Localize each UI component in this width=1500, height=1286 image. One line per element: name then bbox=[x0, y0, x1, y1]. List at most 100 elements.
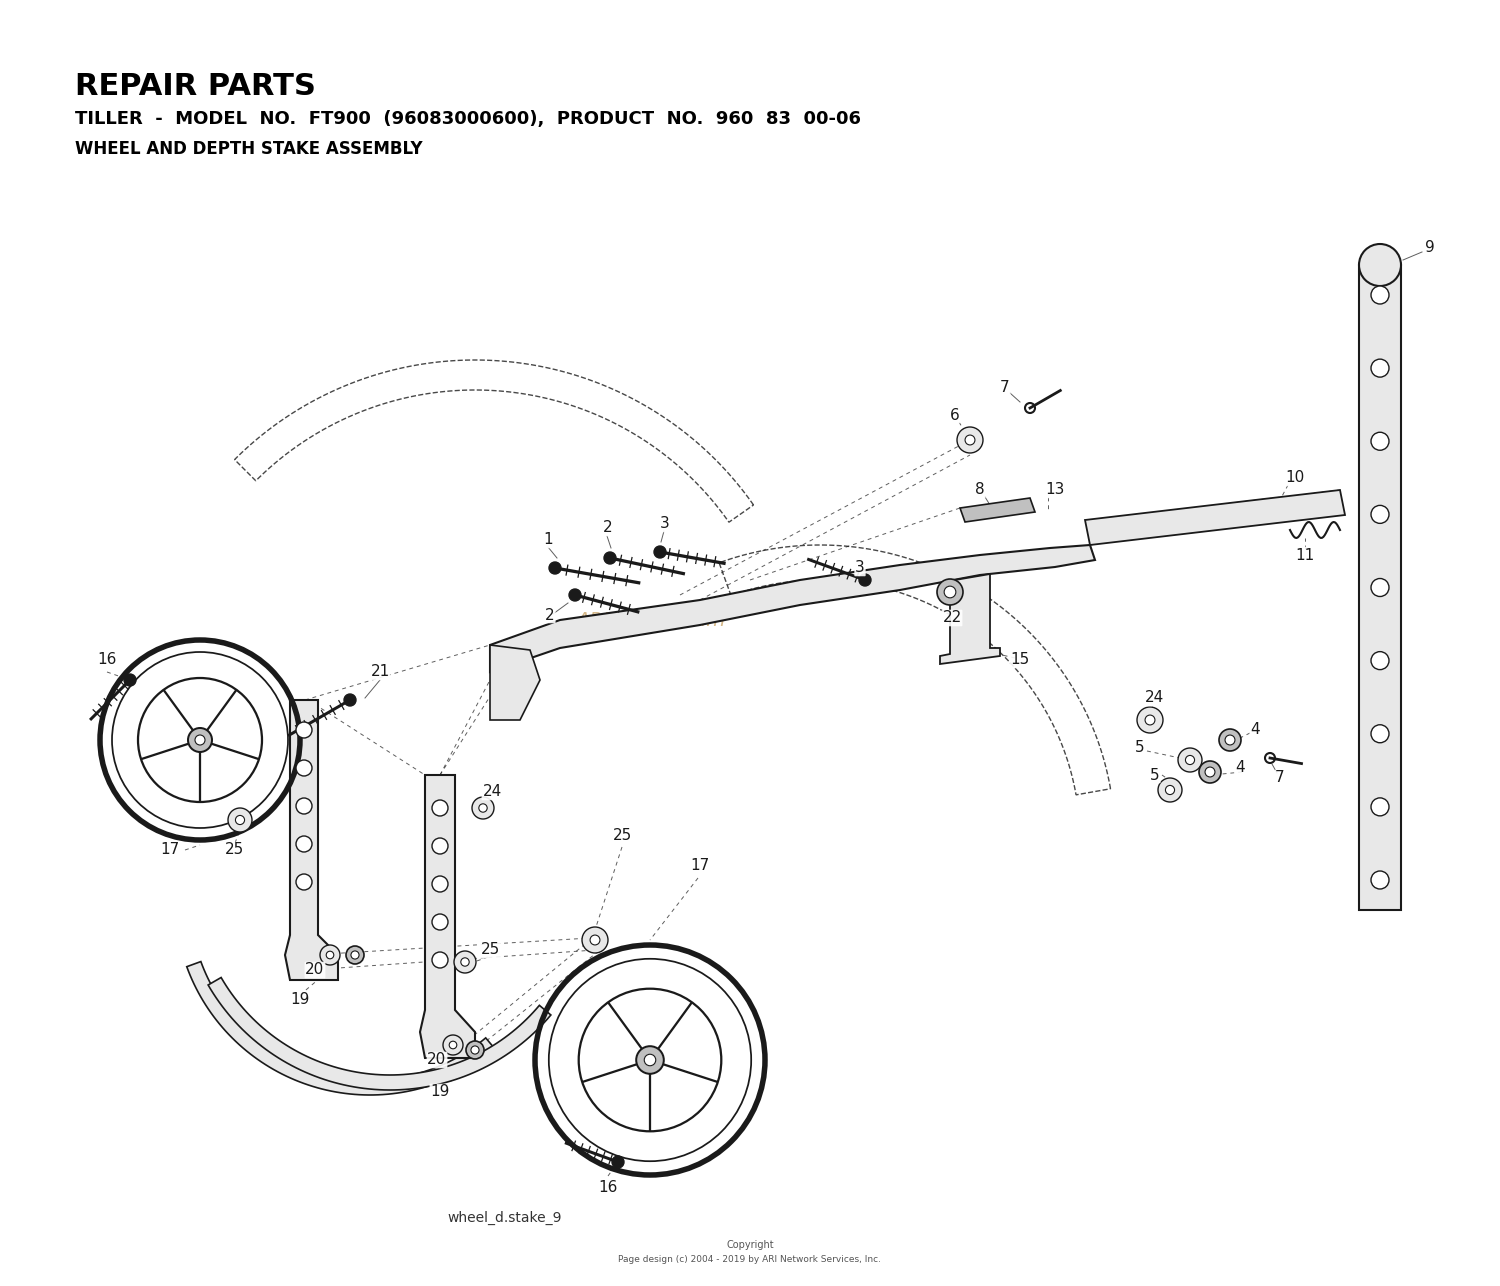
Circle shape bbox=[957, 427, 982, 453]
Circle shape bbox=[1204, 766, 1215, 777]
Circle shape bbox=[195, 736, 206, 745]
Text: 24: 24 bbox=[483, 784, 501, 800]
Text: 4: 4 bbox=[1234, 760, 1245, 775]
Circle shape bbox=[228, 808, 252, 832]
Text: 8: 8 bbox=[975, 482, 986, 498]
Circle shape bbox=[859, 574, 871, 586]
Circle shape bbox=[1220, 729, 1240, 751]
Text: 2: 2 bbox=[544, 607, 555, 622]
Circle shape bbox=[1178, 748, 1202, 772]
Circle shape bbox=[188, 728, 211, 752]
Polygon shape bbox=[490, 646, 540, 720]
Circle shape bbox=[1371, 871, 1389, 889]
Circle shape bbox=[344, 694, 355, 706]
Text: 11: 11 bbox=[1296, 548, 1314, 562]
Circle shape bbox=[1185, 755, 1194, 765]
Circle shape bbox=[448, 1042, 458, 1049]
Text: 15: 15 bbox=[1011, 652, 1029, 667]
Text: REPAIR PARTS: REPAIR PARTS bbox=[75, 72, 316, 102]
Text: 7: 7 bbox=[1000, 381, 1010, 396]
Circle shape bbox=[432, 838, 448, 854]
Text: Copyright: Copyright bbox=[726, 1240, 774, 1250]
Text: 7: 7 bbox=[1275, 770, 1286, 786]
Circle shape bbox=[549, 562, 561, 574]
Text: 3: 3 bbox=[660, 517, 670, 531]
Text: 20: 20 bbox=[306, 962, 324, 977]
Text: 5: 5 bbox=[1150, 768, 1160, 782]
Circle shape bbox=[478, 804, 488, 813]
Text: 4: 4 bbox=[1250, 723, 1260, 737]
Text: ARI PartStream™: ARI PartStream™ bbox=[576, 611, 744, 630]
Circle shape bbox=[296, 721, 312, 738]
Polygon shape bbox=[209, 977, 550, 1091]
Text: 16: 16 bbox=[598, 1181, 618, 1196]
Circle shape bbox=[1371, 359, 1389, 377]
Circle shape bbox=[645, 1055, 656, 1066]
Circle shape bbox=[460, 958, 470, 966]
Circle shape bbox=[296, 836, 312, 853]
Text: 19: 19 bbox=[291, 993, 309, 1007]
Text: 22: 22 bbox=[942, 611, 962, 625]
Text: 25: 25 bbox=[612, 827, 632, 842]
Polygon shape bbox=[1359, 265, 1401, 910]
Circle shape bbox=[320, 945, 340, 964]
Circle shape bbox=[1144, 715, 1155, 725]
Circle shape bbox=[471, 1046, 478, 1055]
Circle shape bbox=[1158, 778, 1182, 802]
Circle shape bbox=[1371, 797, 1389, 815]
Text: Page design (c) 2004 - 2019 by ARI Network Services, Inc.: Page design (c) 2004 - 2019 by ARI Netwo… bbox=[618, 1255, 882, 1264]
Text: 19: 19 bbox=[430, 1084, 450, 1100]
Text: 17: 17 bbox=[690, 858, 709, 872]
Circle shape bbox=[604, 552, 616, 565]
Circle shape bbox=[296, 760, 312, 775]
Circle shape bbox=[296, 874, 312, 890]
Text: 9: 9 bbox=[1425, 240, 1436, 256]
Circle shape bbox=[432, 800, 448, 817]
Text: WHEEL AND DEPTH STAKE ASSEMBLY: WHEEL AND DEPTH STAKE ASSEMBLY bbox=[75, 140, 423, 158]
Polygon shape bbox=[420, 775, 476, 1058]
Text: 2: 2 bbox=[603, 521, 613, 535]
Text: 3: 3 bbox=[855, 561, 865, 576]
Circle shape bbox=[1359, 244, 1401, 285]
Polygon shape bbox=[490, 545, 1095, 673]
Text: 6: 6 bbox=[950, 408, 960, 423]
Text: TILLER  -  MODEL  NO.  FT900  (96083000600),  PRODUCT  NO.  960  83  00-06: TILLER - MODEL NO. FT900 (96083000600), … bbox=[75, 111, 861, 129]
Circle shape bbox=[582, 927, 608, 953]
Circle shape bbox=[636, 1047, 664, 1074]
Text: 24: 24 bbox=[1146, 691, 1164, 706]
Circle shape bbox=[1198, 761, 1221, 783]
Polygon shape bbox=[1084, 490, 1346, 545]
Text: 16: 16 bbox=[98, 652, 117, 667]
Circle shape bbox=[351, 950, 358, 959]
Text: 1: 1 bbox=[543, 532, 554, 548]
Polygon shape bbox=[188, 962, 495, 1094]
Circle shape bbox=[1371, 432, 1389, 450]
Circle shape bbox=[432, 876, 448, 892]
Circle shape bbox=[1371, 652, 1389, 670]
Text: 25: 25 bbox=[225, 842, 245, 858]
Text: 17: 17 bbox=[160, 842, 180, 858]
Polygon shape bbox=[940, 574, 1000, 664]
Circle shape bbox=[432, 914, 448, 930]
Circle shape bbox=[236, 815, 244, 824]
Circle shape bbox=[612, 1156, 624, 1168]
Circle shape bbox=[568, 589, 580, 601]
Circle shape bbox=[442, 1035, 464, 1055]
Text: 20: 20 bbox=[427, 1052, 447, 1067]
Circle shape bbox=[346, 946, 364, 964]
Circle shape bbox=[1371, 579, 1389, 597]
Circle shape bbox=[326, 952, 334, 959]
Circle shape bbox=[1166, 786, 1174, 795]
Text: 25: 25 bbox=[480, 943, 500, 958]
Circle shape bbox=[454, 952, 476, 974]
Circle shape bbox=[1371, 505, 1389, 523]
Text: 10: 10 bbox=[1286, 471, 1305, 486]
Text: 13: 13 bbox=[1046, 482, 1065, 498]
Circle shape bbox=[472, 797, 494, 819]
Polygon shape bbox=[960, 498, 1035, 522]
Circle shape bbox=[944, 586, 956, 598]
Circle shape bbox=[964, 435, 975, 445]
Circle shape bbox=[1371, 285, 1389, 303]
Text: 5: 5 bbox=[1136, 741, 1144, 755]
Text: wheel_d.stake_9: wheel_d.stake_9 bbox=[447, 1211, 562, 1226]
